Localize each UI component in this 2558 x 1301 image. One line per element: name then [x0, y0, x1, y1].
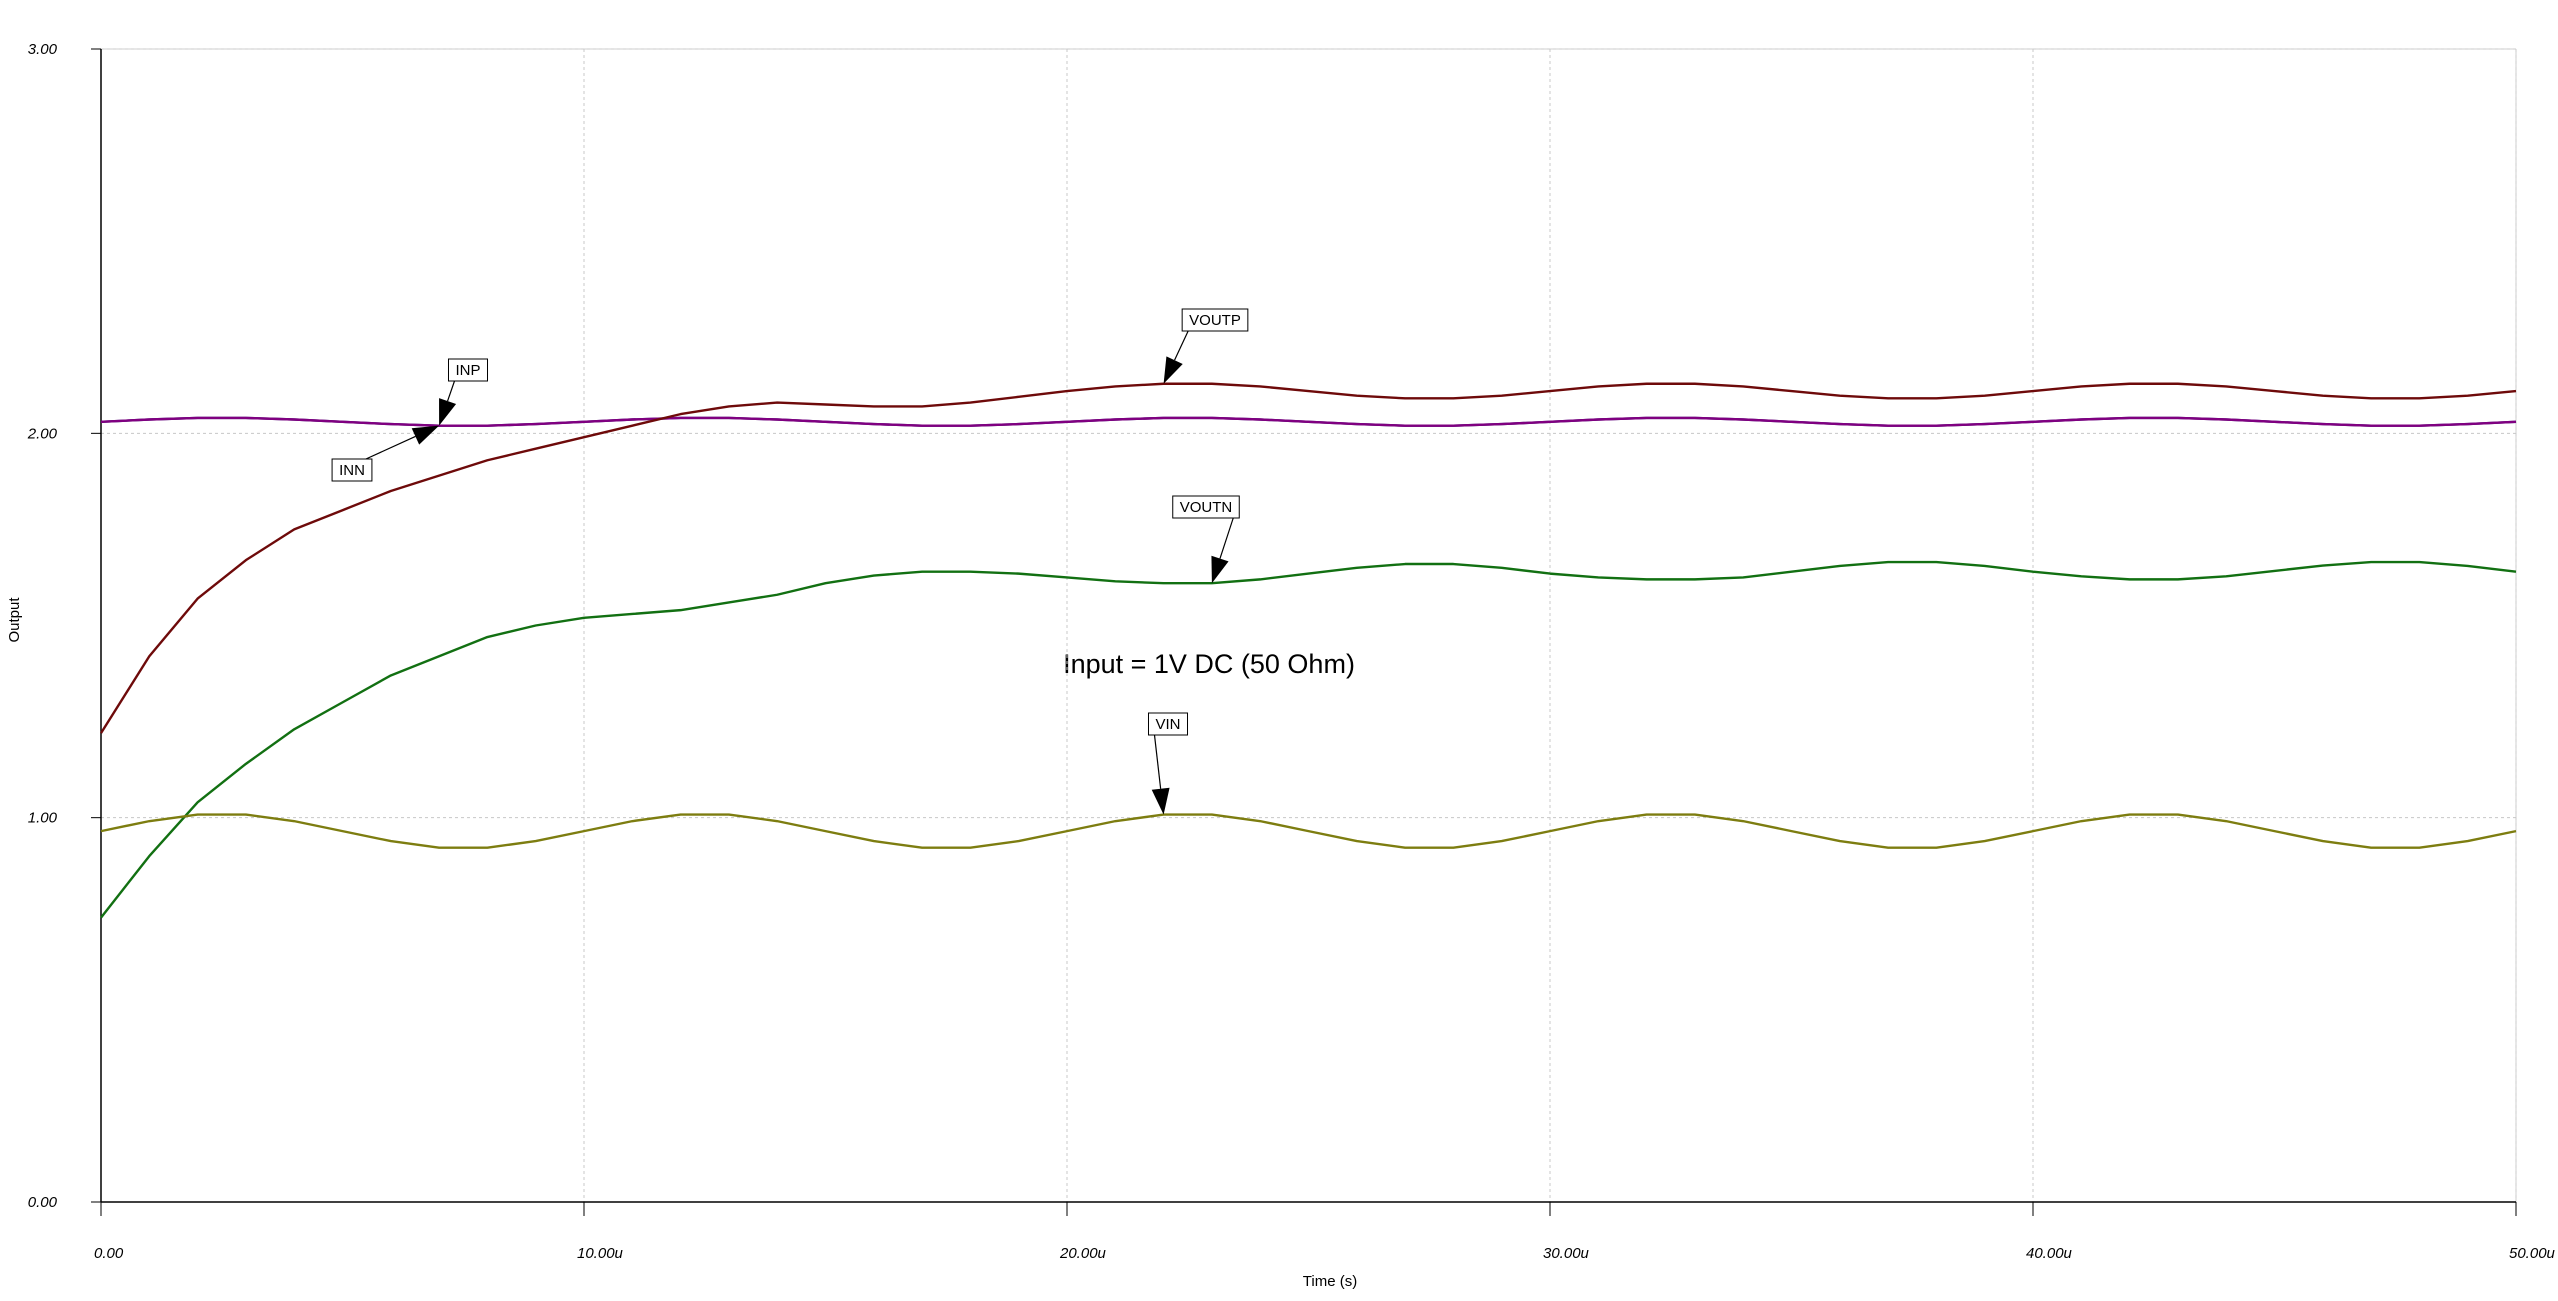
- x-axis-title: Time (s): [1303, 1273, 1357, 1290]
- series-label-text: VIN: [1155, 716, 1180, 733]
- series-label-box: [331, 458, 373, 482]
- series-label: VOUTP: [1163, 308, 1249, 384]
- series-label: VIN: [1147, 712, 1189, 815]
- label-arrowhead: [1211, 555, 1229, 584]
- x-tick-label: 10.00u: [577, 1245, 624, 1262]
- label-arrow: [1174, 330, 1189, 361]
- x-tick-label: 20.00u: [1059, 1245, 1107, 1262]
- series-label-box: [447, 358, 489, 382]
- x-tick-label: 50.00u: [2509, 1245, 2556, 1262]
- series-line: [99, 382, 2517, 734]
- series-label: INN: [331, 425, 440, 482]
- series-label: INP: [439, 358, 489, 426]
- label-arrowhead: [1151, 787, 1170, 815]
- y-tick-label: 1.00: [28, 810, 58, 827]
- x-tick-label: 30.00u: [1543, 1245, 1590, 1262]
- series-label-text: INP: [455, 362, 480, 379]
- y-tick-label: 0.00: [28, 1194, 58, 1211]
- x-tick-label: 0.00: [94, 1245, 124, 1262]
- x-tick-label: 40.00u: [2026, 1245, 2073, 1262]
- annotation: Input = 1V DC (50 Ohm): [1063, 649, 1355, 679]
- label-arrowhead: [411, 425, 440, 445]
- label-arrow: [365, 435, 416, 460]
- label-arrowhead: [1163, 356, 1183, 384]
- series-label-box: [1147, 712, 1189, 736]
- series-label-box: [1181, 308, 1249, 332]
- series-line: [100, 813, 2517, 849]
- label-arrow: [447, 380, 456, 402]
- series-label-text: VOUTN: [1180, 499, 1233, 516]
- label-arrowhead: [439, 398, 457, 426]
- series-label-text: INN: [339, 462, 365, 479]
- series-label-box: [1172, 495, 1240, 519]
- series-label-text: VOUTP: [1189, 312, 1241, 329]
- series-label: VOUTN: [1172, 495, 1240, 584]
- label-arrow: [1153, 734, 1162, 789]
- y-axis-title: Output: [6, 597, 23, 643]
- y-tick-label: 2.00: [27, 425, 58, 442]
- label-arrow: [1219, 517, 1234, 559]
- series-line: [100, 560, 2517, 919]
- y-tick-label: 3.00: [28, 41, 58, 58]
- series-line: [100, 416, 2517, 427]
